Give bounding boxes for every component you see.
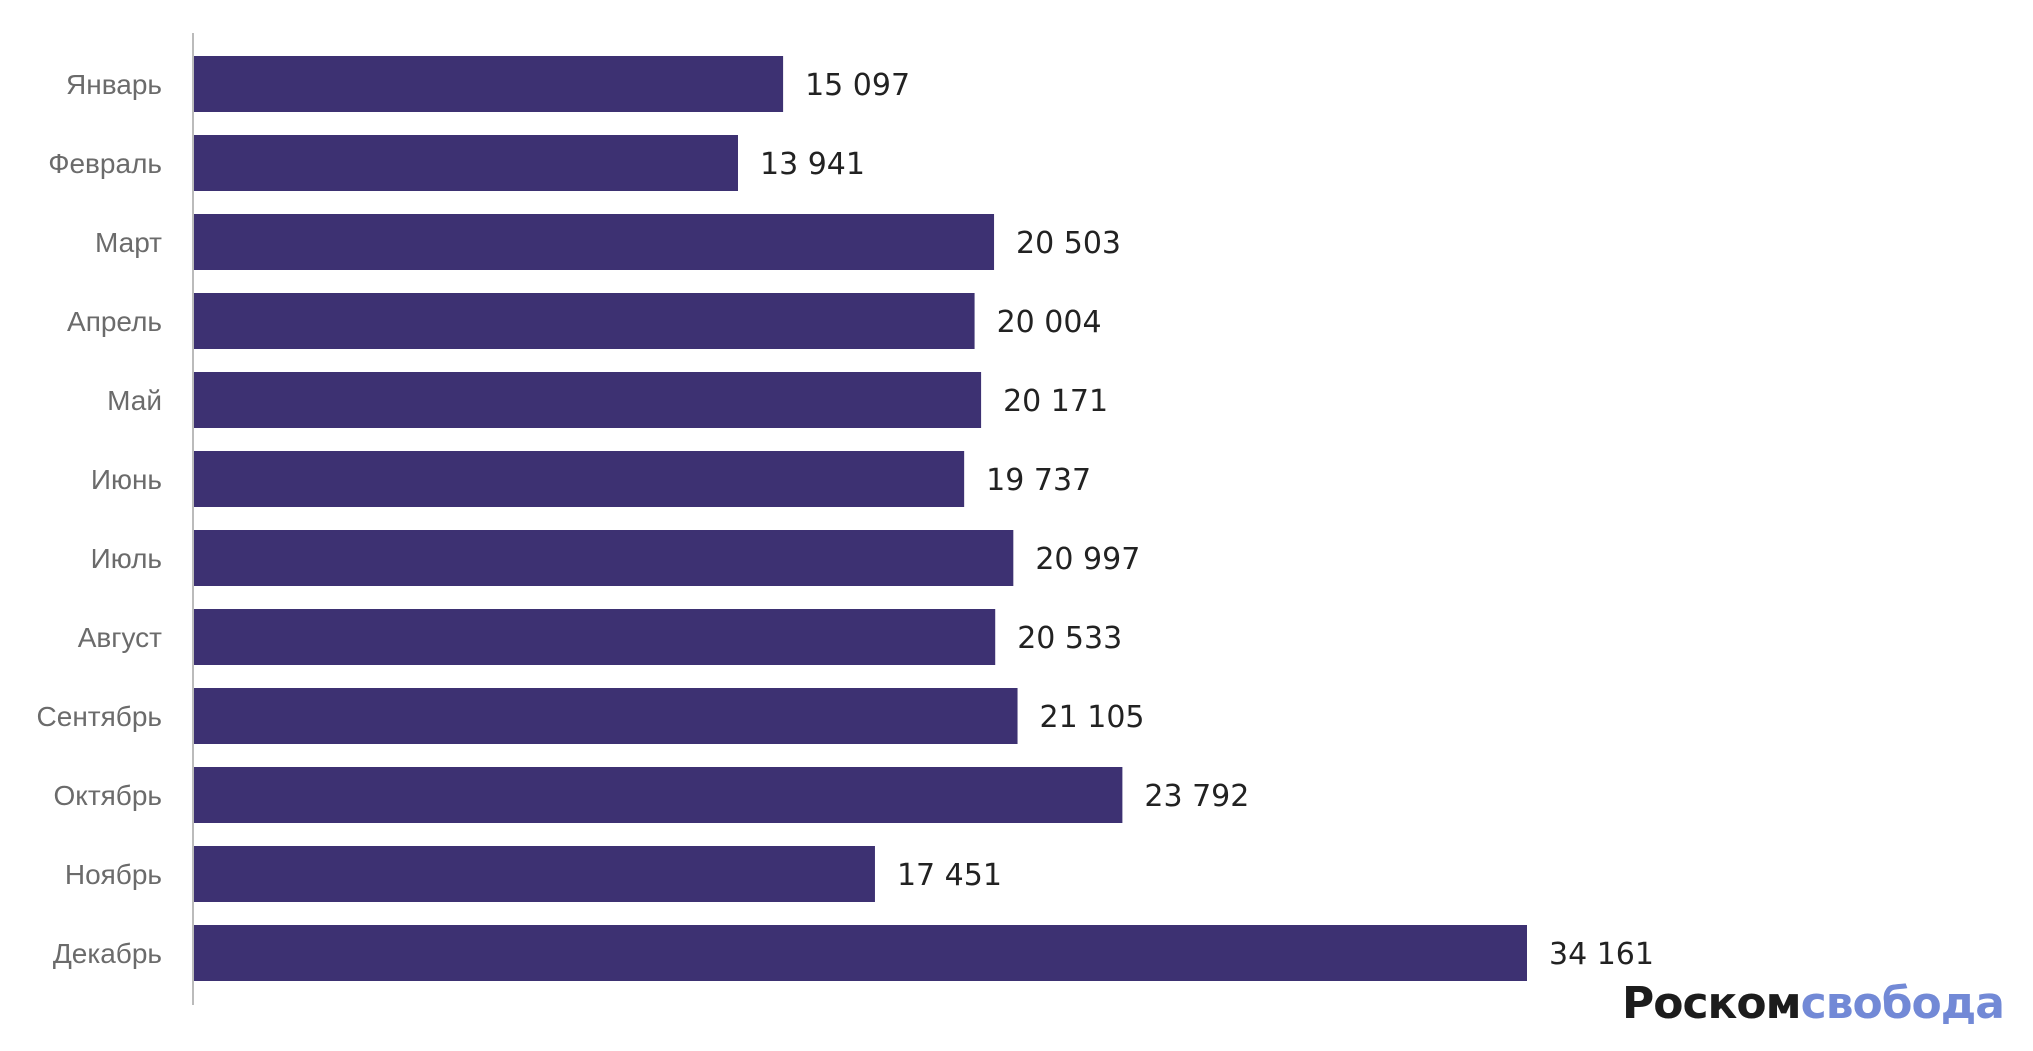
bar-8 (194, 688, 1018, 744)
data-label: 20 533 (1017, 621, 1122, 656)
roskomsvoboda-logo: Роскомсвобода (1622, 978, 2005, 1029)
data-label: 20 503 (1016, 226, 1121, 261)
category-label: Март (95, 227, 162, 258)
data-label: 34 161 (1549, 937, 1654, 972)
bar-1 (194, 135, 738, 191)
category-label: Июнь (91, 464, 162, 495)
category-label: Октябрь (53, 780, 162, 811)
bar-0 (194, 56, 784, 112)
data-label: 20 997 (1035, 542, 1140, 577)
bar-6 (194, 530, 1014, 586)
data-label: 20 004 (997, 305, 1102, 340)
bar-10 (194, 846, 875, 902)
bar-7 (194, 609, 996, 665)
bar-4 (194, 372, 982, 428)
bar-3 (194, 293, 975, 349)
bar-2 (194, 214, 995, 270)
category-label: Январь (66, 69, 162, 100)
category-label: Февраль (48, 148, 162, 179)
category-label: Ноябрь (65, 859, 162, 890)
data-label: 15 097 (805, 68, 910, 103)
data-label: 19 737 (986, 463, 1091, 498)
category-label: Сентябрь (37, 701, 162, 732)
bar-9 (194, 767, 1123, 823)
logo-part-2: свобода (1800, 978, 2005, 1029)
category-label: Декабрь (53, 938, 162, 969)
data-label: 13 941 (760, 147, 865, 182)
data-label: 20 171 (1003, 384, 1108, 419)
data-label: 17 451 (897, 858, 1002, 893)
category-label: Июль (91, 543, 162, 574)
bar-11 (194, 925, 1527, 981)
data-label: 23 792 (1144, 779, 1249, 814)
category-label: Май (107, 385, 162, 416)
category-label: Август (78, 622, 162, 653)
data-label: 21 105 (1040, 700, 1145, 735)
logo-part-1: Роском (1622, 978, 1802, 1029)
category-label: Апрель (67, 306, 162, 337)
bar-5 (194, 451, 965, 507)
